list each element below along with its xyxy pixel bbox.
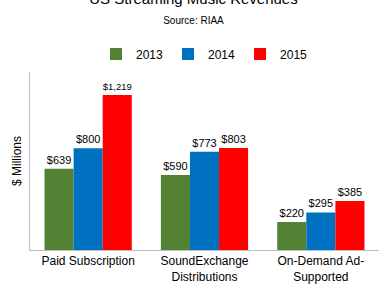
svg-text:Paid Subscription: Paid Subscription (41, 254, 134, 268)
svg-text:SoundExchangeDistributions: SoundExchangeDistributions (160, 254, 248, 284)
svg-text:$295: $295 (309, 197, 333, 209)
svg-text:$385: $385 (338, 186, 362, 198)
svg-text:2014: 2014 (208, 48, 235, 62)
svg-text:$803: $803 (221, 133, 245, 145)
svg-text:On-Demand Ad-Supported: On-Demand Ad-Supported (277, 254, 364, 284)
svg-text:$ Millions: $ Millions (10, 136, 24, 186)
svg-text:$590: $590 (163, 160, 187, 172)
svg-text:$1,219: $1,219 (103, 81, 132, 92)
svg-text:$773: $773 (192, 137, 216, 149)
svg-text:$220: $220 (280, 207, 304, 219)
svg-text:2015: 2015 (280, 48, 307, 62)
svg-text:$639: $639 (47, 154, 71, 166)
svg-text:2013: 2013 (136, 48, 163, 62)
svg-text:US Streaming Music RevenuesSou: US Streaming Music RevenuesSource: RIAA (89, 0, 297, 26)
svg-text:$800: $800 (76, 133, 100, 145)
